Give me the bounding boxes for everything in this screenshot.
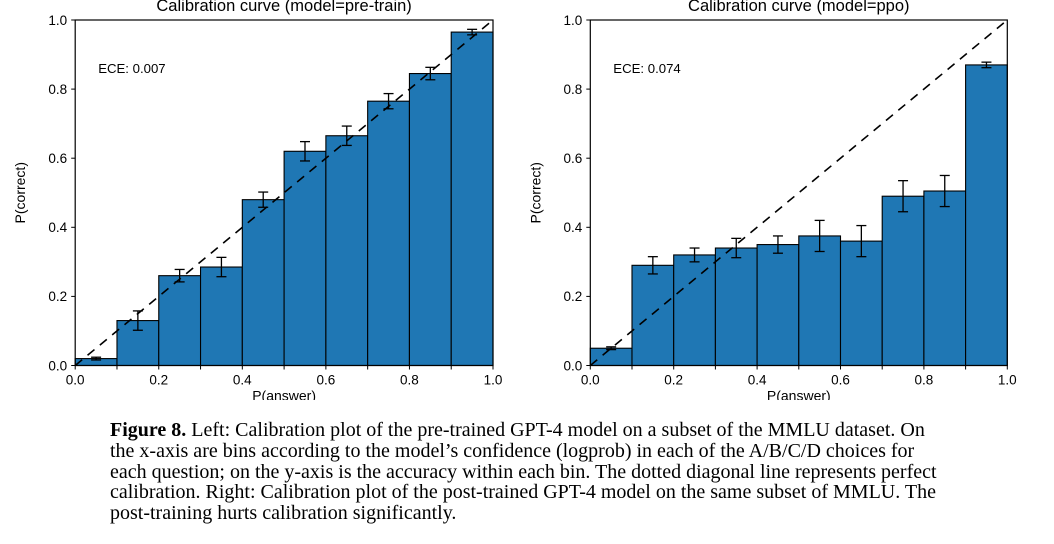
svg-text:0.2: 0.2 [149,373,168,388]
svg-text:0.6: 0.6 [564,151,583,166]
svg-text:ECE: 0.007: ECE: 0.007 [98,61,165,76]
svg-text:1.0: 1.0 [484,373,503,388]
svg-text:0.0: 0.0 [48,358,67,373]
svg-text:1.0: 1.0 [564,13,583,28]
svg-text:0.6: 0.6 [48,151,67,166]
svg-text:P(correct): P(correct) [12,162,28,223]
svg-text:Calibration curve (model=ppo): Calibration curve (model=ppo) [688,0,910,15]
svg-text:P(correct): P(correct) [527,162,543,223]
svg-text:0.0: 0.0 [564,358,583,373]
svg-text:0.8: 0.8 [915,373,934,388]
svg-text:0.8: 0.8 [400,373,419,388]
svg-text:1.0: 1.0 [998,373,1017,388]
svg-text:0.2: 0.2 [564,289,583,304]
svg-text:1.0: 1.0 [48,13,67,28]
svg-text:0.4: 0.4 [748,373,767,388]
svg-text:0.8: 0.8 [48,82,67,97]
svg-text:P(answer): P(answer) [252,388,316,401]
svg-text:ECE: 0.074: ECE: 0.074 [613,61,680,76]
svg-text:0.6: 0.6 [316,373,335,388]
svg-text:Calibration curve (model=pre-t: Calibration curve (model=pre-train) [156,0,411,15]
svg-text:P(answer): P(answer) [767,388,831,401]
svg-text:0.2: 0.2 [48,289,67,304]
svg-text:0.4: 0.4 [233,373,252,388]
svg-text:0.0: 0.0 [581,373,600,388]
svg-text:0.8: 0.8 [564,82,583,97]
svg-text:0.2: 0.2 [664,373,683,388]
svg-text:0.4: 0.4 [564,220,583,235]
svg-text:0.4: 0.4 [48,220,67,235]
svg-text:0.0: 0.0 [66,373,85,388]
svg-text:0.6: 0.6 [831,373,850,388]
